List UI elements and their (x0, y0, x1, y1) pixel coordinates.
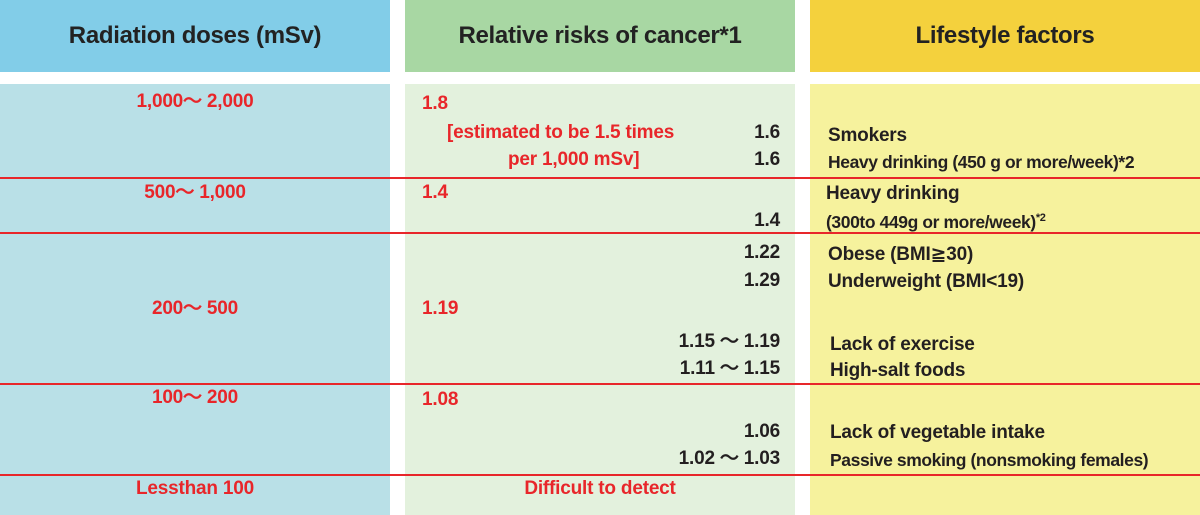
band-divider (0, 474, 1200, 476)
risk-heavy-drinking-300: 1.4 (754, 210, 780, 231)
dose-100-200: 100～ 200 (151, 387, 239, 408)
radiation-doses-header: Radiation doses (mSv) (0, 0, 390, 72)
dose-less-than-100: Lessthan 100 (136, 478, 254, 499)
lifestyle-factors-column (810, 84, 1200, 515)
band-divider (0, 383, 1200, 385)
factor-heavy-drinking-300-line2: (300to 449g or more/week)*2 (826, 210, 1046, 237)
risk-underweight: 1.29 (743, 270, 780, 291)
lifestyle-factors-header: Lifestyle factors (810, 0, 1200, 72)
relative-risks-header: Relative risks of cancer*1 (405, 0, 795, 72)
risk-note-line2: per 1,000 mSv] (508, 149, 640, 170)
risk-note-line1: [estimated to be 1.5 times (447, 122, 675, 143)
risk-heavy-drinking-450: 1.6 (754, 149, 780, 170)
band-divider (0, 232, 1200, 234)
risk-lack-of-exercise: 1.15 ～ 1.19 (678, 331, 781, 352)
factor-high-salt: High-salt foods (830, 360, 966, 381)
factor-heavy-drinking-300-line1: Heavy drinking (826, 183, 960, 204)
risk-100-200: 1.08 (422, 389, 459, 410)
dose-1000-2000: 1,000～ 2,000 (136, 91, 254, 112)
dose-200-500: 200～ 500 (151, 298, 239, 319)
risk-passive-smoking: 1.02 ～ 1.03 (678, 448, 781, 469)
risk-1000-2000: 1.8 (422, 93, 448, 114)
dose-500-1000: 500～ 1,000 (144, 182, 246, 203)
risk-500-1000: 1.4 (422, 182, 448, 203)
factor-passive-smoking: Passive smoking (nonsmoking females) (830, 450, 1149, 470)
risk-200-500: 1.19 (422, 298, 459, 319)
risk-obese: 1.22 (743, 242, 780, 263)
relative-risks-column (405, 84, 795, 515)
risk-less-than-100: Difficult to detect (524, 478, 676, 499)
radiation-doses-column (0, 84, 390, 515)
factor-lack-of-vegetables: Lack of vegetable intake (830, 422, 1045, 443)
factor-heavy-drinking-450: Heavy drinking (450 g or more/week)*2 (828, 152, 1135, 172)
risk-smokers: 1.6 (754, 122, 780, 143)
factor-underweight: Underweight (BMI<19) (828, 271, 1025, 292)
factor-lack-of-exercise: Lack of exercise (830, 334, 975, 355)
factor-heavy-drinking-300-text: (300to 449g or more/week) (826, 212, 1036, 232)
factor-smokers: Smokers (828, 125, 907, 146)
factor-obese: Obese (BMI≧30) (828, 244, 974, 265)
risk-lack-of-vegetables: 1.06 (743, 421, 780, 442)
risk-high-salt: 1.11 ～ 1.15 (679, 358, 780, 379)
footnote-marker: *2 (1035, 212, 1046, 224)
band-divider (0, 177, 1200, 179)
